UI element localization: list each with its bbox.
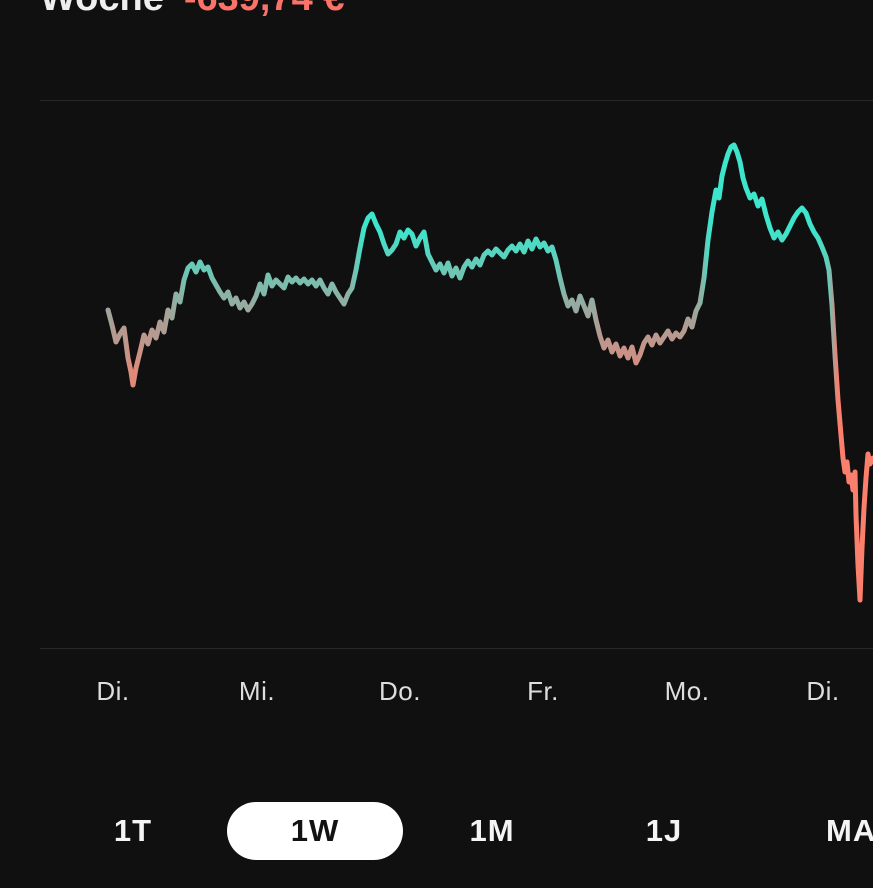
- range-button-1j[interactable]: 1J: [616, 802, 712, 860]
- divider-bottom: [40, 648, 873, 649]
- range-button-1t[interactable]: 1T: [84, 802, 182, 860]
- range-button-1m[interactable]: 1M: [439, 802, 544, 860]
- divider-top: [40, 100, 873, 101]
- price-line-chart[interactable]: [0, 120, 873, 640]
- period-change-value: -639,74 €: [184, 0, 345, 19]
- range-button-max[interactable]: MAX: [796, 802, 873, 860]
- header: Woche -639,74 €: [40, 0, 344, 18]
- period-label: Woche: [40, 0, 164, 19]
- range-button-1w[interactable]: 1W: [227, 802, 403, 860]
